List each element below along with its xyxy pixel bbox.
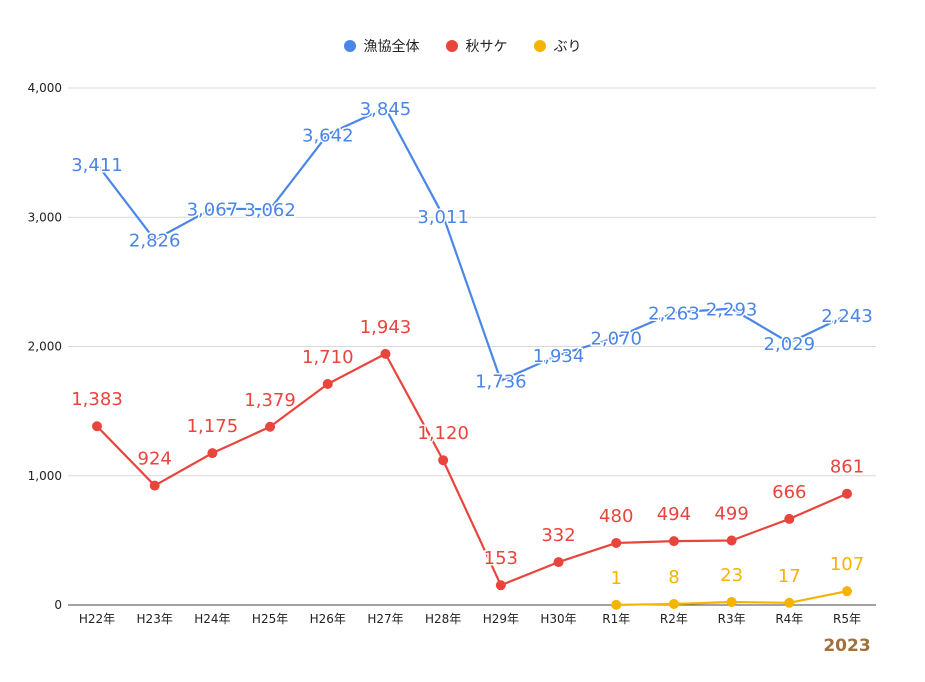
- data-label: 3,062: [244, 200, 296, 221]
- x-tick-label: H25年: [252, 612, 288, 626]
- legend-label-0: 漁協全体: [363, 39, 420, 55]
- x-tick-label: H26年: [310, 612, 346, 626]
- data-label: 1: [611, 568, 622, 589]
- data-point: [784, 597, 795, 608]
- data-point: [265, 421, 276, 432]
- data-point: [726, 597, 737, 608]
- data-label: 23: [720, 565, 743, 586]
- legend-swatch-1: [445, 40, 458, 52]
- legend-item-2[interactable]: ぶり: [533, 36, 582, 56]
- y-tick-label: 2,000: [28, 340, 62, 354]
- legend-label-2: ぶり: [553, 39, 582, 55]
- data-label: 2,826: [129, 231, 181, 252]
- x-tick-label: H24年: [194, 612, 230, 626]
- x-tick-label: R3年: [718, 612, 746, 626]
- data-label: 3,411: [71, 155, 123, 176]
- data-label: 861: [830, 457, 864, 478]
- data-point: [611, 537, 622, 548]
- data-label: 332: [541, 525, 575, 546]
- data-label: 8: [668, 567, 679, 588]
- x-tick-label: R2年: [660, 612, 688, 626]
- x-tick-label: H29年: [483, 612, 519, 626]
- data-label: 2,243: [821, 306, 873, 327]
- data-label: 480: [599, 506, 633, 527]
- data-point: [438, 455, 449, 466]
- x-tick-label: H30年: [540, 612, 576, 626]
- x-tick-label: H27年: [367, 612, 403, 626]
- data-point: [611, 599, 622, 610]
- legend-swatch-0: [343, 40, 356, 52]
- y-tick-label: 4,000: [28, 81, 62, 95]
- y-tick-label: 3,000: [28, 210, 62, 224]
- data-point: [726, 535, 737, 546]
- data-label: 2,263: [648, 304, 700, 325]
- data-point: [380, 348, 391, 359]
- data-label: 1,943: [360, 317, 412, 338]
- x-tick-label: R5年: [833, 612, 861, 626]
- data-point: [207, 448, 218, 459]
- data-point: [92, 421, 102, 432]
- data-label: 107: [830, 554, 864, 575]
- legend-item-1[interactable]: 秋サケ: [445, 36, 508, 56]
- data-label: 1,710: [302, 347, 354, 368]
- data-point: [668, 536, 679, 547]
- legend-item-0[interactable]: 漁協全体: [343, 36, 420, 56]
- x-tick-label: R4年: [775, 612, 803, 626]
- data-point: [842, 586, 852, 597]
- x-tick-label: H22年: [79, 612, 115, 626]
- y-tick-label: 1,000: [28, 469, 62, 483]
- legend-label-1: 秋サケ: [465, 39, 508, 55]
- year-annotation: 2023: [823, 636, 870, 656]
- data-label: 3,067: [187, 200, 239, 221]
- data-label: 494: [657, 504, 691, 525]
- x-tick-label: H23年: [137, 612, 173, 626]
- data-point: [668, 598, 679, 609]
- data-label: 924: [138, 449, 172, 470]
- data-label: 499: [714, 504, 748, 525]
- data-point: [784, 513, 795, 524]
- data-point: [553, 557, 564, 568]
- data-label: 1,383: [71, 389, 123, 410]
- data-label: 2,070: [590, 328, 642, 349]
- x-tick-label: H28年: [425, 612, 461, 626]
- data-label: 1,175: [187, 416, 239, 437]
- data-label: 17: [778, 566, 801, 587]
- data-label: 1,736: [475, 372, 527, 393]
- y-tick-label: 0: [54, 598, 62, 612]
- data-label: 1,120: [417, 423, 469, 444]
- data-point: [495, 580, 506, 591]
- data-point: [842, 488, 852, 499]
- data-label: 3,011: [417, 207, 469, 228]
- data-label: 3,642: [302, 125, 354, 146]
- chart-legend: 漁協全体 秋サケ ぶり: [0, 36, 925, 56]
- series-line-1: [96, 352, 848, 587]
- x-tick-label: R1年: [602, 612, 630, 626]
- data-label: 3,845: [360, 99, 412, 120]
- series-line-0: [96, 106, 848, 382]
- data-label: 153: [484, 548, 518, 569]
- data-label: 2,029: [764, 334, 816, 355]
- data-point: [322, 378, 333, 389]
- data-label: 2,293: [706, 300, 758, 321]
- legend-swatch-2: [533, 40, 546, 52]
- data-label: 1,934: [533, 346, 585, 367]
- data-label: 666: [772, 482, 806, 503]
- data-label: 1,379: [244, 390, 296, 411]
- data-point: [149, 480, 160, 491]
